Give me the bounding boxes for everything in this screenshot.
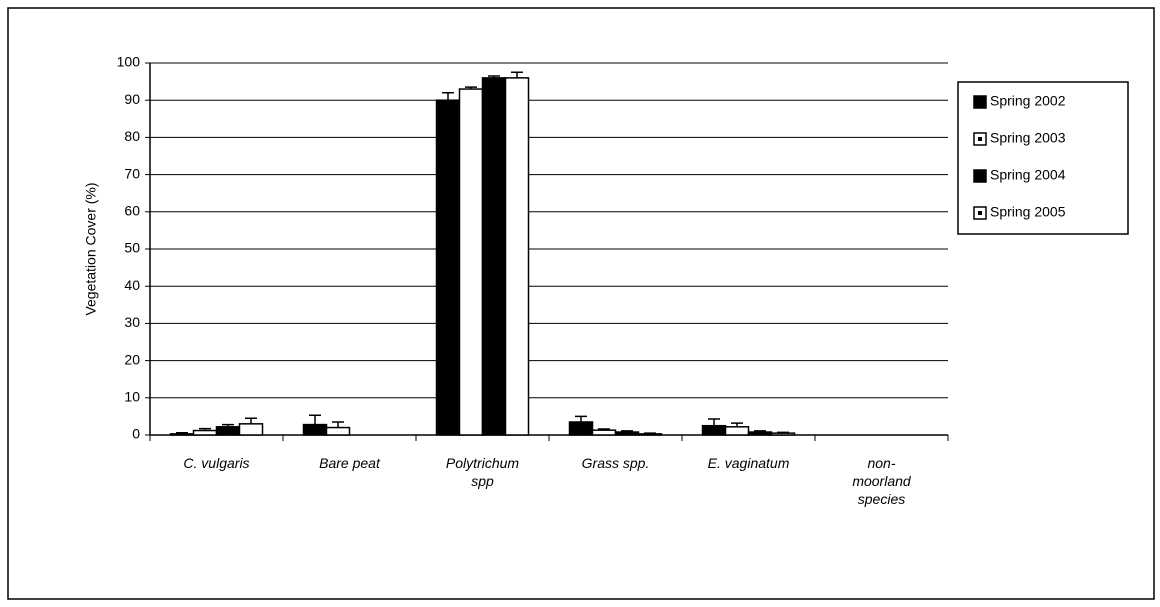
bar bbox=[591, 429, 617, 436]
legend-swatch-dot bbox=[978, 211, 982, 215]
error-bar bbox=[754, 430, 766, 433]
y-tick-label: 30 bbox=[124, 314, 140, 330]
y-tick-label: 70 bbox=[124, 165, 140, 181]
x-tick-label: C. vulgaris bbox=[183, 455, 250, 471]
y-tick-label: 0 bbox=[132, 426, 140, 442]
legend-swatch-dot bbox=[978, 137, 982, 141]
bar bbox=[325, 426, 351, 436]
y-tick-label: 50 bbox=[124, 240, 140, 256]
y-tick-label: 20 bbox=[124, 351, 140, 367]
bar bbox=[747, 431, 773, 436]
y-tick-label: 100 bbox=[117, 54, 141, 70]
y-tick-label: 60 bbox=[124, 203, 140, 219]
bar bbox=[701, 424, 727, 436]
error-bar bbox=[442, 92, 454, 101]
bar bbox=[302, 423, 328, 436]
bar bbox=[770, 432, 796, 436]
bar bbox=[215, 426, 241, 436]
bar bbox=[568, 421, 594, 436]
chart-border bbox=[7, 7, 1155, 600]
x-tick-label: Polytrichum spp bbox=[445, 455, 520, 489]
error-bar bbox=[465, 86, 477, 90]
error-bar bbox=[731, 422, 743, 427]
x-tick-label: non-moorland species bbox=[852, 455, 911, 507]
bar bbox=[238, 423, 264, 436]
bar bbox=[724, 426, 750, 436]
legend-label: Spring 2003 bbox=[990, 130, 1066, 146]
error-bar bbox=[199, 427, 211, 431]
error-bar bbox=[621, 430, 633, 433]
legend-label: Spring 2005 bbox=[990, 204, 1066, 220]
error-bar bbox=[644, 432, 656, 434]
y-tick-label: 80 bbox=[124, 128, 140, 144]
error-bar bbox=[245, 417, 257, 424]
y-axis-title: Vegetation Cover (%) bbox=[83, 182, 99, 315]
bar bbox=[504, 77, 530, 436]
bar bbox=[192, 429, 218, 436]
error-bar bbox=[222, 423, 234, 427]
bar bbox=[458, 88, 484, 436]
bar bbox=[169, 433, 195, 436]
error-bar bbox=[488, 75, 500, 78]
error-bar bbox=[309, 414, 321, 425]
error-bar bbox=[511, 71, 523, 78]
x-tick-label: Grass spp. bbox=[581, 455, 650, 471]
bar bbox=[637, 433, 663, 436]
error-bar bbox=[708, 418, 720, 426]
error-bar bbox=[575, 415, 587, 422]
bar bbox=[435, 99, 461, 436]
legend-box bbox=[957, 81, 1129, 235]
x-tick-label: E. vaginatum bbox=[707, 455, 790, 471]
error-bar bbox=[598, 428, 610, 431]
bar bbox=[614, 431, 640, 436]
legend-label: Spring 2004 bbox=[990, 167, 1066, 183]
y-tick-label: 10 bbox=[124, 389, 140, 405]
bar bbox=[481, 77, 507, 436]
legend-swatch bbox=[973, 95, 987, 109]
legend-swatch bbox=[973, 169, 987, 183]
error-bar bbox=[332, 421, 344, 428]
x-tick-label: Bare peat bbox=[319, 455, 380, 471]
legend-label: Spring 2002 bbox=[990, 93, 1066, 109]
error-bar bbox=[777, 431, 789, 434]
y-tick-label: 90 bbox=[124, 91, 140, 107]
y-tick-label: 40 bbox=[124, 277, 140, 293]
error-bar bbox=[176, 432, 188, 434]
